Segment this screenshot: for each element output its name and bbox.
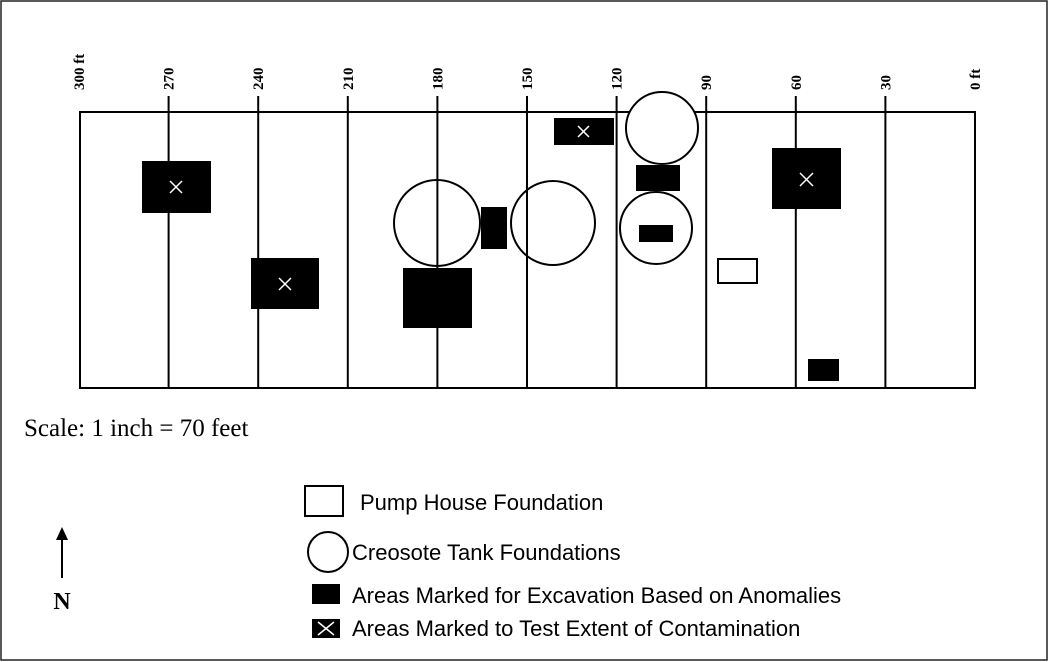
axis-label: 300 ft bbox=[72, 54, 88, 90]
legend-label: Creosote Tank Foundations bbox=[352, 540, 621, 565]
axis-label: 90 bbox=[699, 75, 715, 90]
north-label: N bbox=[53, 589, 71, 615]
axis-label: 150 bbox=[520, 68, 536, 91]
excavation-area bbox=[403, 268, 472, 328]
legend-label: Pump House Foundation bbox=[360, 490, 603, 515]
axis-label: 120 bbox=[610, 68, 626, 91]
axis-label: 270 bbox=[162, 68, 178, 91]
tank-foundation bbox=[625, 91, 699, 165]
tank-foundation bbox=[510, 180, 596, 266]
excavation-area bbox=[481, 207, 507, 249]
pump-house bbox=[717, 258, 758, 284]
site-frame bbox=[79, 111, 976, 389]
axis-label: 210 bbox=[341, 68, 357, 91]
test-marks bbox=[169, 125, 814, 291]
legend-label: Areas Marked for Excavation Based on Ano… bbox=[352, 583, 841, 608]
legend: Pump House Foundation Creosote Tank Foun… bbox=[304, 485, 841, 641]
axis-label: 180 bbox=[430, 68, 446, 91]
legend-swatch bbox=[307, 531, 349, 573]
legend-label: Areas Marked to Test Extent of Contamina… bbox=[352, 616, 800, 641]
tank-foundation bbox=[393, 179, 481, 267]
north-arrow: N bbox=[53, 527, 71, 615]
grid: 300 ft 270 240 210 180 150 120 90 60 30 0 ft bbox=[72, 54, 984, 388]
axis-label: 240 bbox=[251, 68, 267, 91]
axis-label: 30 bbox=[878, 75, 894, 90]
scale-text: Scale: 1 inch = 70 feet bbox=[24, 415, 248, 442]
legend-swatch bbox=[304, 485, 344, 517]
excavation-area bbox=[639, 225, 673, 242]
legend-swatch bbox=[312, 584, 340, 604]
axis-label: 60 bbox=[789, 75, 805, 90]
axis-label: 0 ft bbox=[968, 69, 984, 90]
excavation-area bbox=[636, 165, 680, 191]
excavation-area bbox=[808, 359, 839, 381]
